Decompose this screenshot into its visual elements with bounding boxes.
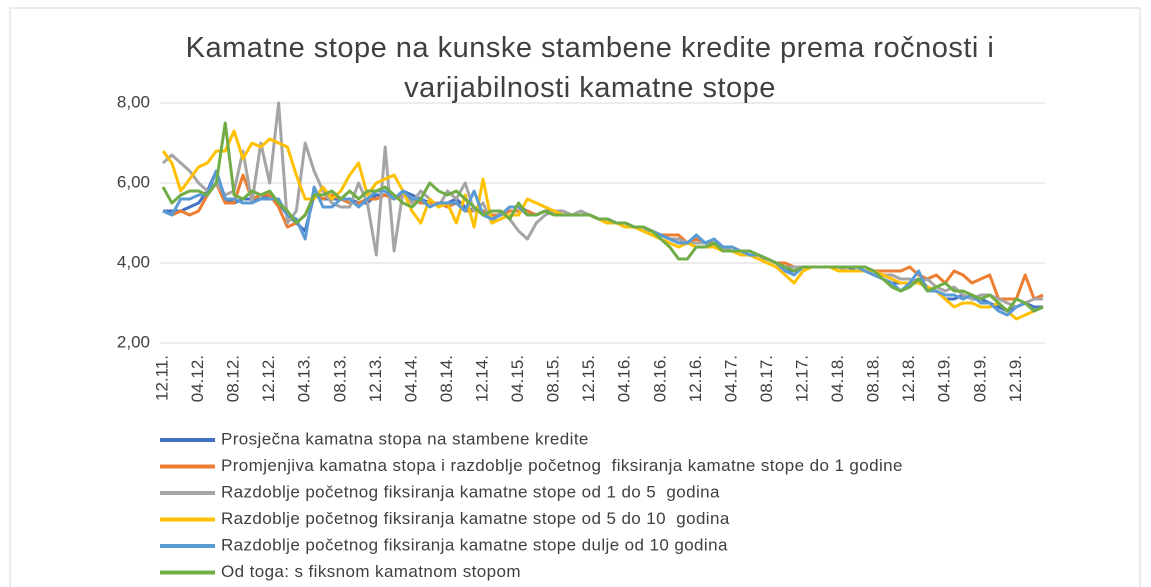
- series-line: [161, 129, 1044, 321]
- x-tick-label: 12.12.: [259, 355, 278, 402]
- x-tick-label: 04.19.: [935, 355, 954, 402]
- x-tick-label: 08.12.: [224, 355, 243, 402]
- legend-label: Razdoblje početnog fiksiranja kamatne st…: [221, 509, 730, 528]
- x-tick-label: 12.14.: [472, 355, 491, 402]
- x-tick-label: 04.16.: [615, 355, 634, 402]
- x-tick-label: 08.19.: [970, 355, 989, 402]
- x-tick-label: 04.17.: [721, 355, 740, 402]
- x-tick-label: 12.19.: [1006, 355, 1025, 402]
- x-tick-label: 08.17.: [757, 355, 776, 402]
- legend-label: Od toga: s fiksnom kamatnom stopom: [221, 562, 521, 581]
- x-tick-label: 12.18.: [899, 355, 918, 402]
- x-tick-label: 12.16.: [686, 355, 705, 402]
- y-tick-label: 6,00: [117, 172, 150, 191]
- x-tick-label: 08.14.: [437, 355, 456, 402]
- chart-title: Kamatne stope na kunske stambene kredite…: [185, 32, 995, 104]
- series-line: [162, 169, 1044, 317]
- y-tick-label: 8,00: [117, 92, 150, 111]
- series-line: [163, 169, 1043, 313]
- x-tick-label: 08.16.: [650, 355, 669, 402]
- x-tick-label: 04.18.: [828, 355, 847, 402]
- x-tick-label: 04.14.: [401, 355, 420, 402]
- x-tick-label: 04.12.: [188, 355, 207, 402]
- x-tick-label: 04.15.: [508, 355, 527, 402]
- x-tick-label: 12.15.: [579, 355, 598, 402]
- y-tick-label: 4,00: [117, 252, 150, 271]
- x-tick-label: 12.13.: [366, 355, 385, 402]
- x-tick-label: 08.15.: [544, 355, 563, 402]
- y-tick-label: 2,00: [117, 332, 150, 351]
- x-tick-label: 08.18.: [864, 355, 883, 402]
- series-line: [161, 101, 1043, 309]
- series-line: [161, 121, 1044, 313]
- x-tick-label: 12.11.: [152, 355, 171, 401]
- x-tick-label: 12.17.: [792, 355, 811, 402]
- chart-frame: [9, 7, 1141, 587]
- legend-label: Razdoblje početnog fiksiranja kamatne st…: [221, 535, 728, 554]
- x-tick-label: 04.13.: [295, 355, 314, 402]
- legend-label: Promjenjiva kamatna stopa i razdoblje po…: [221, 456, 903, 475]
- legend-label: Prosječna kamatna stopa na stambene kred…: [221, 429, 589, 448]
- legend-label: Razdoblje početnog fiksiranja kamatne st…: [221, 482, 720, 501]
- x-tick-label: 08.13.: [330, 355, 349, 402]
